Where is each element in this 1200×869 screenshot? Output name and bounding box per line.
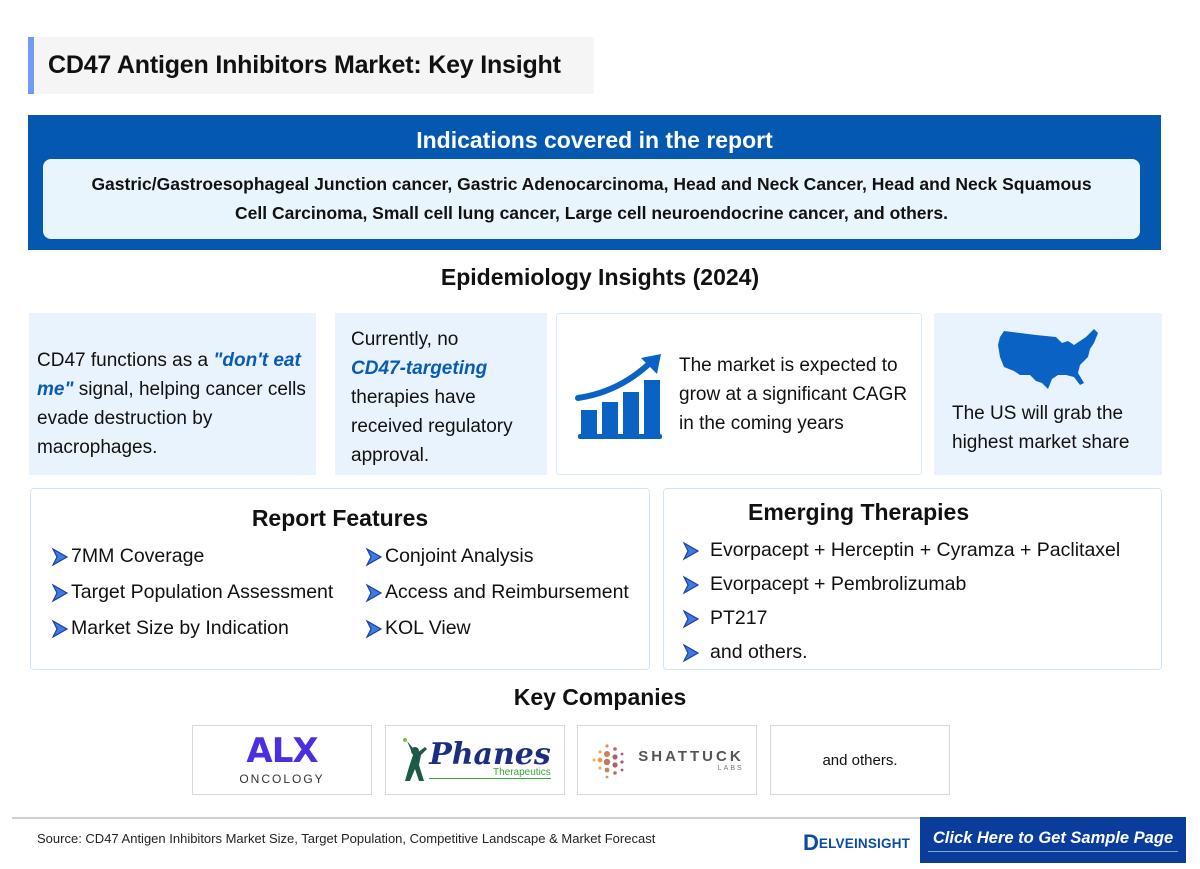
- report-features-panel: Report Features 7MM Coverage Target Popu…: [30, 488, 650, 670]
- shattuck-logo-subtext: LABS: [717, 765, 744, 772]
- therapy-item: PT217: [682, 607, 767, 630]
- alx-logo-subtext: ONCOLOGY: [239, 772, 325, 786]
- chevron-right-icon: [682, 574, 700, 595]
- therapy-label: PT217: [710, 607, 768, 629]
- therapy-item: and others.: [682, 641, 808, 664]
- epi-highlight: "don't eat me": [37, 350, 301, 400]
- report-feature-label: KOL View: [385, 617, 471, 639]
- epi-text-post: signal, helping cancer cells evade destr…: [37, 379, 306, 458]
- report-feature-label: 7MM Coverage: [71, 545, 205, 567]
- report-feature-item: KOL View: [365, 617, 471, 640]
- page-title: CD47 Antigen Inhibitors Market: Key Insi…: [48, 51, 561, 79]
- report-feature-item: 7MM Coverage: [51, 545, 204, 568]
- delveinsight-logo[interactable]: D ELVEINSIGHT: [803, 832, 910, 854]
- delveinsight-name: ELVEINSIGHT: [818, 835, 911, 851]
- report-feature-label: Market Size by Indication: [71, 617, 289, 639]
- emerging-therapies-panel: Emerging Therapies Evorpacept + Hercepti…: [663, 488, 1162, 670]
- phanes-logo-name: Phanes: [429, 737, 551, 772]
- chevron-right-icon: [682, 642, 700, 663]
- epidemiology-heading: Epidemiology Insights (2024): [440, 264, 760, 290]
- indications-text: Gastric/Gastroesophageal Junction cancer…: [91, 174, 1092, 223]
- phanes-logo: Phanes Therapeutics: [399, 737, 551, 783]
- phanes-logo-text: Phanes Therapeutics: [429, 737, 551, 779]
- epi-card-mechanism: CD47 functions as a "don't eat me" signa…: [29, 313, 316, 475]
- company-logo-phanes: Phanes Therapeutics: [385, 725, 565, 795]
- epi-card-approval-text: Currently, no CD47-targeting therapies h…: [351, 325, 547, 470]
- alx-logo-text: ALX: [246, 731, 318, 771]
- chevron-right-icon: [682, 540, 700, 561]
- report-feature-item: Target Population Assessment: [51, 581, 333, 604]
- key-companies-heading: Key Companies: [513, 684, 687, 710]
- therapy-label: and others.: [710, 641, 808, 663]
- indications-panel: Indications covered in the report Gastri…: [28, 115, 1161, 250]
- chevron-right-icon: [51, 618, 69, 639]
- company-others: and others.: [770, 725, 950, 795]
- get-sample-page-button[interactable]: Click Here to Get Sample Page: [920, 817, 1186, 863]
- company-logo-shattuck: SHATTUCK LABS: [577, 725, 757, 795]
- report-feature-item: Market Size by Indication: [51, 617, 289, 640]
- emerging-therapies-heading: Emerging Therapies: [748, 499, 970, 525]
- epi-text-pre: Currently, no: [351, 329, 459, 350]
- epi-card-growth-text: The market is expected to grow at a sign…: [679, 354, 908, 434]
- us-map-icon: [998, 329, 1098, 389]
- epi-card-approval: Currently, no CD47-targeting therapies h…: [335, 313, 547, 475]
- therapy-label: Evorpacept + Herceptin + Cyramza + Pacli…: [710, 539, 1121, 561]
- cta-label: Click Here to Get Sample Page: [932, 828, 1174, 847]
- company-others-text: and others.: [822, 751, 898, 769]
- therapy-item: Evorpacept + Pembrolizumab: [682, 573, 966, 596]
- epi-text-pre: CD47 functions as a: [37, 350, 214, 371]
- chevron-right-icon: [365, 618, 383, 639]
- shattuck-logo-name: SHATTUCK: [638, 748, 744, 765]
- epi-card-mechanism-text: CD47 functions as a "don't eat me" signa…: [37, 346, 316, 462]
- epi-text-post: therapies have received regulatory appro…: [351, 387, 513, 466]
- delveinsight-mark: D: [803, 830, 819, 855]
- phanes-figure-icon: [403, 738, 428, 781]
- chevron-right-icon: [51, 546, 69, 567]
- report-feature-label: Access and Reimbursement: [385, 581, 629, 603]
- footer-divider: [12, 817, 920, 819]
- report-features-heading: Report Features: [251, 505, 429, 531]
- therapy-label: Evorpacept + Pembrolizumab: [710, 573, 967, 595]
- title-box: CD47 Antigen Inhibitors Market: Key Insi…: [28, 37, 594, 94]
- shattuck-logo-text: SHATTUCK LABS: [638, 748, 743, 772]
- therapy-item: Evorpacept + Herceptin + Cyramza + Pacli…: [682, 539, 1120, 562]
- chevron-right-icon: [682, 608, 700, 629]
- indications-list-box: Gastric/Gastroesophageal Junction cancer…: [43, 159, 1140, 239]
- indications-heading: Indications covered in the report: [416, 127, 773, 153]
- growth-chart-icon: [575, 354, 662, 439]
- report-feature-item: Access and Reimbursement: [365, 581, 629, 604]
- phanes-logo-subtext: Therapeutics: [429, 767, 551, 779]
- epi-highlight: CD47-targeting: [351, 358, 488, 379]
- chevron-right-icon: [365, 582, 383, 603]
- source-text: Source: CD47 Antigen Inhibitors Market S…: [37, 831, 656, 846]
- epi-card-us-text: The US will grab the highest market shar…: [952, 403, 1130, 453]
- chevron-right-icon: [51, 582, 69, 603]
- report-feature-item: Conjoint Analysis: [365, 545, 534, 568]
- company-logo-alx: ALX ONCOLOGY: [192, 725, 372, 795]
- cta-underline: [928, 850, 1178, 852]
- shattuck-dots-icon: [592, 744, 624, 779]
- chevron-right-icon: [365, 546, 383, 567]
- epi-card-growth: The market is expected to grow at a sign…: [556, 313, 922, 475]
- epi-card-us-market: The US will grab the highest market shar…: [934, 313, 1162, 475]
- report-feature-label: Conjoint Analysis: [385, 545, 534, 567]
- report-feature-label: Target Population Assessment: [71, 581, 334, 603]
- shattuck-logo: SHATTUCK LABS: [590, 740, 743, 780]
